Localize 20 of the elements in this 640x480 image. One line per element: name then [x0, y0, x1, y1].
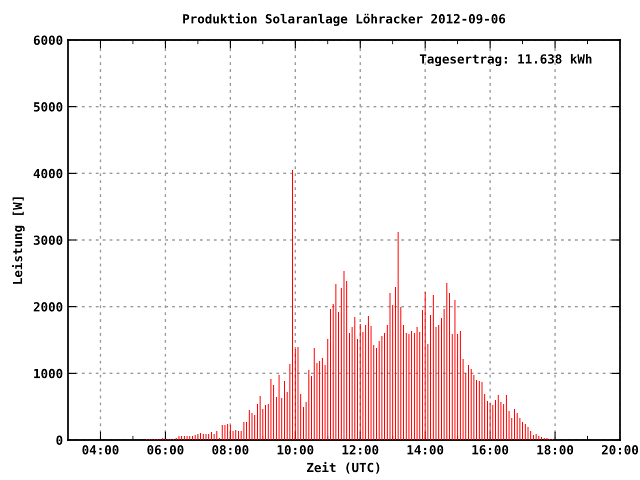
y-tick-label: 0 [56, 435, 62, 445]
x-tick-label: 04:00 [82, 445, 119, 455]
y-tick-label: 2000 [34, 302, 62, 312]
x-tick-label: 18:00 [537, 445, 574, 455]
y-tick-label: 4000 [34, 168, 62, 178]
x-tick-label: 08:00 [212, 445, 248, 455]
x-tick-label: 20:00 [602, 445, 638, 455]
y-axis-title: Leistung [W] [12, 197, 25, 284]
y-tick-label: 5000 [34, 102, 62, 112]
chart-title: Produktion Solaranlage Löhracker 2012-09-06 [183, 13, 506, 26]
y-tick-label: 1000 [34, 368, 62, 378]
y-tick-label: 3000 [34, 235, 62, 245]
x-tick-label: 14:00 [408, 445, 444, 455]
x-tick-label: 10:00 [278, 445, 314, 455]
x-tick-label: 06:00 [147, 445, 184, 455]
x-tick-label: 12:00 [342, 445, 378, 455]
y-tick-label: 6000 [34, 35, 62, 45]
x-axis-title: Zeit (UTC) [307, 462, 380, 474]
annotation: Tagesertrag: 11.638 kWh [420, 54, 592, 66]
x-tick-label: 16:00 [472, 445, 508, 455]
